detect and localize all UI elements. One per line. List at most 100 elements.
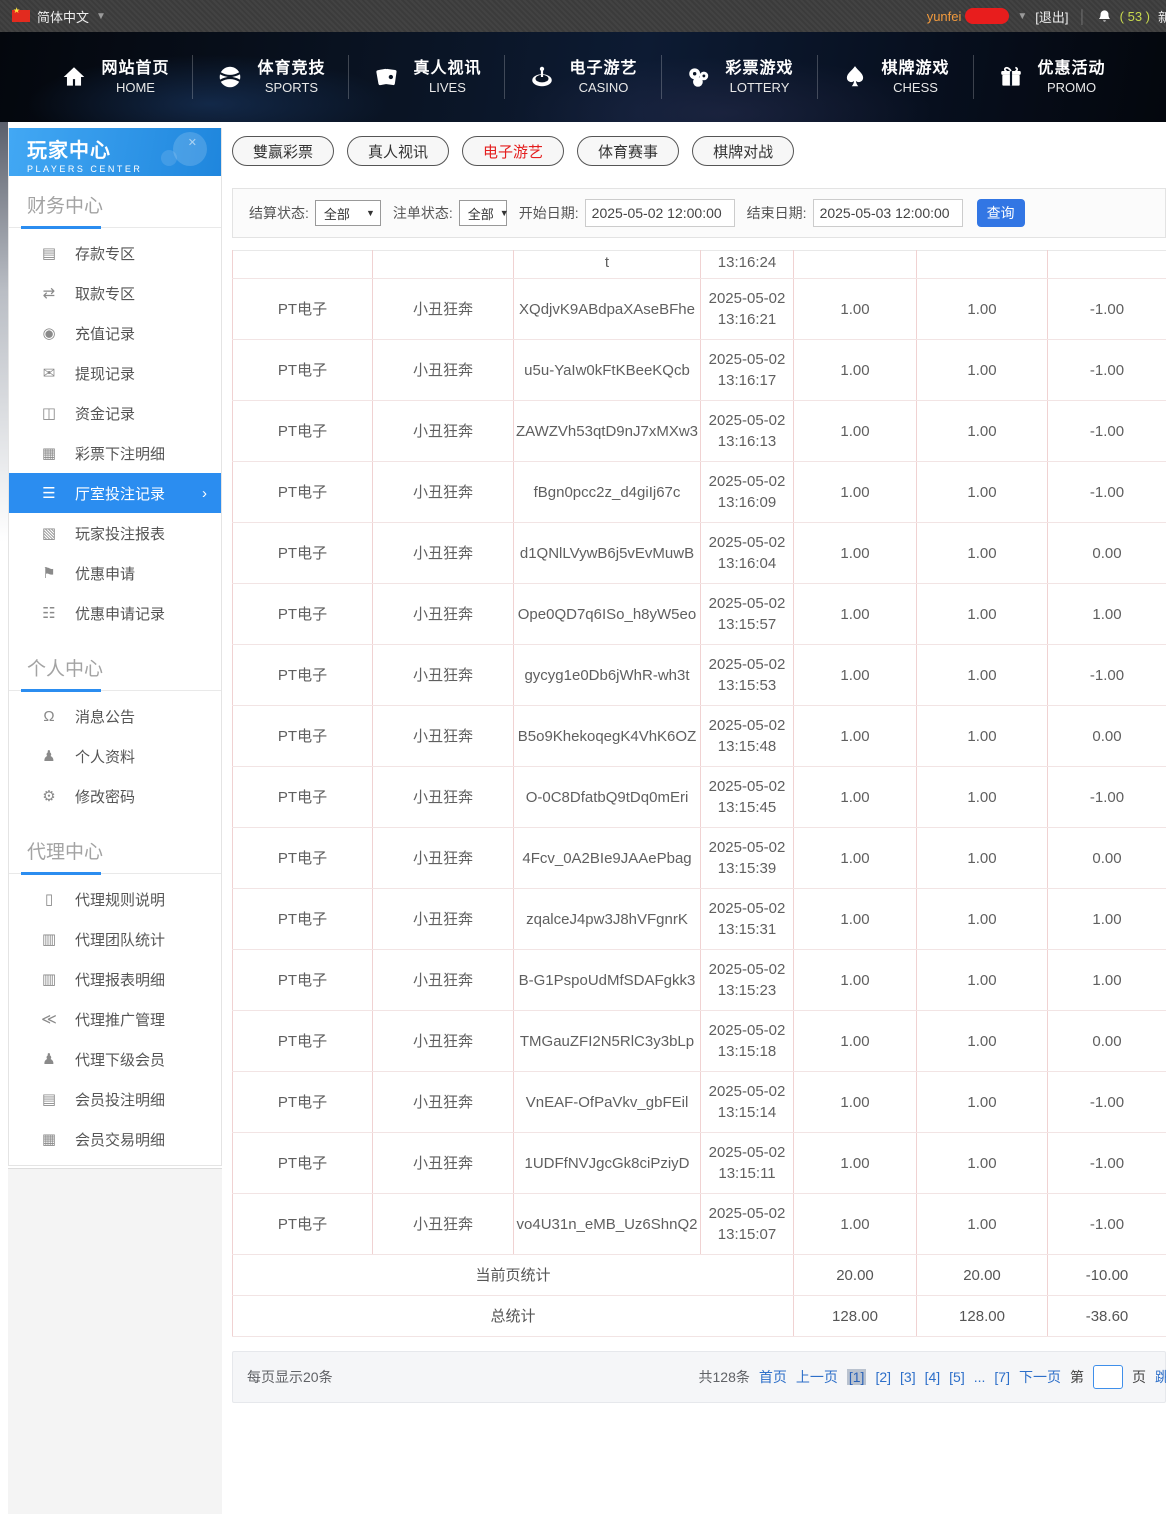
table-cell: PT电子 xyxy=(232,461,373,523)
table-cell: PT电子 xyxy=(232,766,373,828)
nav-item-lives[interactable]: 真人视讯 LIVES xyxy=(349,58,504,95)
table-cell: 1.00 xyxy=(793,644,917,706)
sidebar-item-厅室投注记录[interactable]: ☰ 厅室投注记录 › xyxy=(9,473,221,513)
table-cell: 1.00 xyxy=(916,705,1048,767)
sidebar-item-彩票下注明细[interactable]: ▦ 彩票下注明细 xyxy=(9,433,221,473)
sidebar-item-个人资料[interactable]: ♟ 个人资料 xyxy=(9,736,221,776)
pagination-page-7[interactable]: [7] xyxy=(994,1369,1010,1385)
table-cell xyxy=(916,250,1048,279)
select-chevron-icon: ▼ xyxy=(365,208,375,218)
pagination-page-5[interactable]: [5] xyxy=(949,1369,965,1385)
table-cell: 1.00 xyxy=(916,888,1048,950)
sidebar-item-充值记录[interactable]: ◉ 充值记录 xyxy=(9,313,221,353)
sidebar-item-存款专区[interactable]: ▤ 存款专区 xyxy=(9,233,221,273)
user-chevron-down-icon[interactable]: ▼ xyxy=(1017,10,1028,22)
nav-item-casino[interactable]: 电子游艺 CASINO xyxy=(505,58,660,95)
pagination-jump-button[interactable]: 跳转 xyxy=(1155,1369,1166,1385)
sidebar-item-优惠申请[interactable]: ⚑ 优惠申请 xyxy=(9,553,221,593)
table-cell: fBgn0pcc2z_d4giIj67c xyxy=(513,461,701,523)
sidebar-item-优惠申请记录[interactable]: ☷ 优惠申请记录 xyxy=(9,593,221,633)
sidebar-item-提现记录[interactable]: ✉ 提现记录 xyxy=(9,353,221,393)
deposit-icon: ▤ xyxy=(41,245,57,262)
pagination-page-3[interactable]: [3] xyxy=(900,1369,916,1385)
pagination-prev[interactable]: 上一页 xyxy=(795,1369,838,1385)
table-cell: 2025-05-02 13:16:21 xyxy=(700,278,794,340)
table-cell: 2025-05-02 13:15:53 xyxy=(700,644,794,706)
tab-雙赢彩票[interactable]: 雙赢彩票 xyxy=(232,136,335,166)
table-cell xyxy=(793,250,917,279)
sidebar-item-会员投注明细[interactable]: ▤ 会员投注明细 xyxy=(9,1079,221,1119)
nav-separator xyxy=(972,55,974,99)
table-row: PT电子 小丑狂奔 zqalceJ4pw3J8hVFgnrK 2025-05-02 1… xyxy=(232,888,1166,950)
filter-bar: 结算状态: 全部 ▼ 注单状态: 全部 ▼ 开始日期: 结束日期: 查询 xyxy=(232,188,1166,238)
table-cell xyxy=(372,250,514,279)
sidebar-item-代理下级会员[interactable]: ♟ 代理下级会员 xyxy=(9,1039,221,1079)
nav-label-en: CHESS xyxy=(893,80,938,95)
nav-item-promo[interactable]: 优惠活动 PROMO xyxy=(974,58,1129,95)
table-row: PT电子 小丑狂奔 XQdjvK9ABdpaXAseBFhe 2025-05-02 1… xyxy=(232,278,1166,340)
sidebar-item-label: 取款专区 xyxy=(75,285,136,303)
pagination-next[interactable]: 下一页 xyxy=(1019,1369,1061,1385)
pagination-bar: 每页显示20条 共128条 首页 上一页 [1] [2] [3] [4] [5]... [7] 下… xyxy=(232,1351,1166,1403)
promo-record-icon: ☷ xyxy=(42,605,56,622)
order-status-select[interactable]: 全部 ▼ xyxy=(458,200,509,226)
table-cell: 小丑狂奔 xyxy=(372,583,514,645)
nav-item-sports[interactable]: 体育竞技 SPORTS xyxy=(193,58,348,95)
username[interactable]: yunfei xyxy=(926,8,962,24)
language-selector[interactable]: 简体中文 xyxy=(37,9,90,25)
nav-item-lottery[interactable]: 彩票游戏 LOTTERY xyxy=(662,58,817,95)
sidebar-item-代理规则说明[interactable]: ▯ 代理规则说明 xyxy=(9,879,221,919)
table-cell: 小丑狂奔 xyxy=(372,1010,514,1072)
table-cell: 1.00 xyxy=(793,400,917,462)
chevron-down-icon[interactable]: ▼ xyxy=(96,10,106,22)
table-cell xyxy=(232,250,373,279)
table-cell: PT电子 xyxy=(232,1132,373,1194)
pagination-page-4[interactable]: [4] xyxy=(924,1369,941,1385)
sidebar-item-代理报表明细[interactable]: ▥ 代理报表明细 xyxy=(9,959,221,999)
table-cell: 2025-05-02 13:16:09 xyxy=(700,461,794,523)
sidebar-item-代理团队统计[interactable]: ▥ 代理团队统计 xyxy=(9,919,221,959)
table-cell: 小丑狂奔 xyxy=(372,1132,514,1194)
sidebar-item-取款专区[interactable]: ⇄ 取款专区 xyxy=(9,273,221,313)
pagination-jump-input[interactable] xyxy=(1093,1365,1123,1389)
start-date-input[interactable] xyxy=(584,199,735,227)
tab-体育赛事[interactable]: 体育赛事 xyxy=(577,136,680,166)
tab-电子游艺[interactable]: 电子游艺 xyxy=(462,136,565,166)
end-date-input[interactable] xyxy=(812,199,963,227)
sidebar-item-修改密码[interactable]: ⚙ 修改密码 xyxy=(9,776,221,816)
pagination-page-1[interactable]: [1] xyxy=(846,1369,867,1385)
pagination-page-2[interactable]: [2] xyxy=(875,1369,892,1385)
sidebar-item-label: 充值记录 xyxy=(75,325,136,343)
main-content: 雙赢彩票 真人视讯 电子游艺 体育赛事 棋牌对战 结算状态: 全部 ▼ 注单状态: 全部… xyxy=(232,122,1166,1403)
sidebar-item-label: 代理团队统计 xyxy=(75,931,166,949)
sports-ball-icon xyxy=(216,63,244,91)
table-cell: -10.00 xyxy=(1047,1254,1166,1296)
table-row: PT电子 小丑狂奔 Ope0QD7q6ISo_h8yW5eo 2025-05-02 1… xyxy=(232,583,1166,645)
table-cell: 1.00 xyxy=(1047,583,1166,645)
table-cell: 2025-05-02 13:15:45 xyxy=(700,766,794,828)
table-cell: 1.00 xyxy=(793,705,917,767)
tab-真人视讯[interactable]: 真人视讯 xyxy=(347,136,450,166)
player-report-icon: ▧ xyxy=(41,525,57,542)
nav-label-en: PROMO xyxy=(1046,80,1097,95)
pagination-first[interactable]: 首页 xyxy=(758,1369,787,1385)
settle-status-select[interactable]: 全部 ▼ xyxy=(314,200,381,226)
nav-item-chess[interactable]: 棋牌游戏 CHESS xyxy=(818,58,973,95)
sidebar-item-资金记录[interactable]: ◫ 资金记录 xyxy=(9,393,221,433)
summary-label: 当前页统计 xyxy=(232,1254,794,1296)
table-row: PT电子 小丑狂奔 B5o9KhekoqegK4VhK6OZ 2025-05-02 1… xyxy=(232,705,1166,767)
tab-棋牌对战[interactable]: 棋牌对战 xyxy=(692,136,795,166)
search-button[interactable]: 查询 xyxy=(976,199,1025,227)
notice-count[interactable]: ( 53 ) xyxy=(1119,8,1150,24)
table-cell: -1.00 xyxy=(1047,278,1166,340)
sidebar-item-玩家投注报表[interactable]: ▧ 玩家投注报表 xyxy=(9,513,221,553)
sidebar-item-代理推广管理[interactable]: ≪ 代理推广管理 xyxy=(9,999,221,1039)
sidebar-item-消息公告[interactable]: Ω 消息公告 xyxy=(9,696,221,736)
table-row: PT电子 小丑狂奔 B-G1PspoUdMfSDAFgkk3 2025-05-02 1… xyxy=(232,949,1166,1011)
logout-button[interactable]: [退出] xyxy=(1035,9,1069,25)
table-cell: -1.00 xyxy=(1047,461,1166,523)
notification-bell-icon[interactable] xyxy=(1097,9,1112,24)
sidebar-item-会员交易明细[interactable]: ▦ 会员交易明细 xyxy=(9,1119,221,1159)
table-cell: 1.00 xyxy=(793,1010,917,1072)
nav-item-home[interactable]: 网站首页 HOME xyxy=(37,58,192,95)
